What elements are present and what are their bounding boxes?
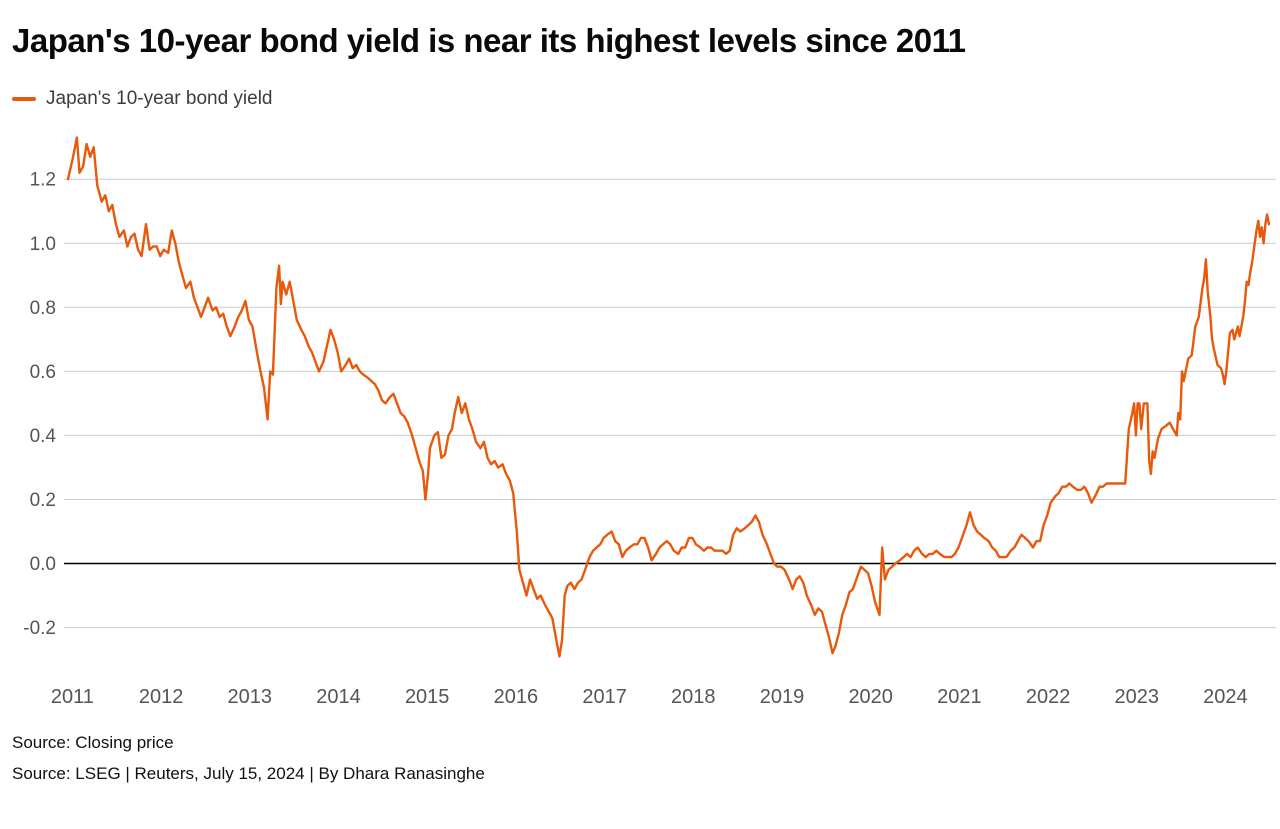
svg-text:0.6: 0.6	[30, 362, 56, 383]
legend-line-swatch	[12, 97, 36, 101]
svg-text:2020: 2020	[848, 686, 893, 708]
legend-label: Japan's 10-year bond yield	[46, 88, 273, 109]
chart-title: Japan's 10-year bond yield is near its h…	[12, 22, 966, 59]
legend: Japan's 10-year bond yield	[12, 88, 1268, 110]
svg-text:-0.2: -0.2	[23, 618, 56, 639]
svg-text:2011: 2011	[51, 686, 94, 708]
svg-text:0.0: 0.0	[30, 554, 56, 575]
svg-text:2014: 2014	[316, 686, 361, 708]
svg-text:2012: 2012	[139, 686, 184, 708]
svg-text:0.8: 0.8	[30, 298, 56, 319]
svg-text:2016: 2016	[494, 686, 539, 708]
chart-footer: Source: Closing price Source: LSEG | Reu…	[12, 727, 1268, 790]
svg-text:0.2: 0.2	[30, 490, 56, 511]
svg-text:2018: 2018	[671, 686, 716, 708]
svg-text:2022: 2022	[1026, 686, 1071, 708]
svg-text:1.2: 1.2	[30, 170, 56, 191]
svg-text:2023: 2023	[1115, 686, 1160, 708]
svg-text:2021: 2021	[937, 686, 982, 708]
chart-page: Japan's 10-year bond yield is near its h…	[12, 22, 1276, 790]
svg-text:2015: 2015	[405, 686, 450, 708]
source-line-2: Source: LSEG | Reuters, July 15, 2024 | …	[12, 764, 485, 784]
svg-text:2024: 2024	[1203, 686, 1248, 708]
source-line-1: Source: Closing price	[12, 733, 174, 752]
bond-yield-line-chart: 1.2 1.0 0.8 0.6 0.4 0.2 0.0 -0.2 2011 2012 2013 201…	[23, 136, 1276, 708]
svg-text:0.4: 0.4	[30, 426, 57, 447]
svg-text:2017: 2017	[582, 686, 627, 708]
svg-text:1.0: 1.0	[30, 234, 56, 255]
svg-text:2019: 2019	[760, 686, 805, 708]
svg-text:2013: 2013	[228, 686, 273, 708]
